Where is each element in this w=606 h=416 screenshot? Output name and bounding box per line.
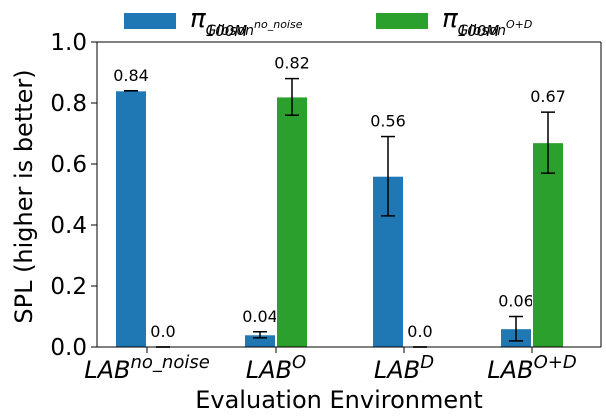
x-axis-label: Evaluation Environment bbox=[195, 386, 483, 414]
y-tick-label-5: 0.8 bbox=[50, 91, 87, 117]
legend-sup-series-1: 100M bbox=[205, 22, 248, 40]
y-tick-label-4: 0.6 bbox=[50, 152, 87, 178]
data-label-2-1: 0.0 bbox=[150, 322, 175, 341]
legend-sub-series-2: Gibson bbox=[457, 23, 507, 39]
legend-sub-series-1: Gibson bbox=[205, 23, 255, 39]
x-tick-label-sup-4: O+D bbox=[534, 352, 577, 373]
y-tick-label-2: 0.2 bbox=[50, 274, 87, 300]
x-tick-label-base-3: LAB bbox=[374, 356, 420, 384]
x-tick-label-3: LABD bbox=[374, 352, 434, 384]
legend-label-series-1: π 100M Gibsonno_noise bbox=[190, 2, 302, 41]
x-tick-label-sup-3: D bbox=[420, 352, 434, 373]
y-tick-label-3: 0.4 bbox=[50, 213, 87, 239]
data-label-1-4: 0.06 bbox=[498, 292, 534, 311]
x-tick-label-sup-2: O bbox=[292, 352, 306, 373]
x-tick-label-sup-1: no_noise bbox=[130, 352, 209, 373]
bar-2-4 bbox=[532, 142, 564, 348]
legend-pi-series-2: π bbox=[442, 4, 458, 34]
data-label-2-3: 0.0 bbox=[407, 322, 432, 341]
data-label-2-2: 0.82 bbox=[274, 54, 310, 73]
bar-1-1 bbox=[115, 90, 147, 348]
legend-subsup-series-1: no_noise bbox=[254, 18, 303, 31]
legend-pi-series-1: π bbox=[190, 4, 206, 34]
x-tick-label-4: LABO+D bbox=[487, 352, 576, 384]
x-tick-label-base-2: LAB bbox=[246, 356, 292, 384]
legend-swatch-series-1 bbox=[124, 13, 176, 29]
legend: π 100M Gibsonno_noise π 100M GibsonO+D bbox=[0, 0, 606, 41]
data-label-2-4: 0.67 bbox=[530, 87, 566, 106]
legend-label-series-2: π 100M GibsonO+D bbox=[442, 2, 532, 41]
bar-2-2 bbox=[276, 96, 308, 348]
x-tick-label-1: LABno_noise bbox=[84, 352, 210, 384]
data-label-1-2: 0.04 bbox=[242, 307, 278, 326]
data-label-1-1: 0.84 bbox=[113, 66, 149, 85]
y-tick-label-1: 0.0 bbox=[50, 335, 87, 361]
x-tick-label-2: LABO bbox=[246, 352, 306, 384]
y-axis-label: SPL (higher is better) bbox=[10, 69, 38, 323]
legend-swatch-series-2 bbox=[376, 13, 428, 29]
x-tick-label-base-4: LAB bbox=[487, 356, 533, 384]
y-tick-label-6: 1.0 bbox=[50, 30, 87, 56]
x-tick-label-base-1: LAB bbox=[84, 356, 130, 384]
legend-sup-series-2: 100M bbox=[457, 22, 500, 40]
legend-subsup-series-2: O+D bbox=[506, 18, 533, 31]
data-label-1-3: 0.56 bbox=[370, 112, 406, 131]
